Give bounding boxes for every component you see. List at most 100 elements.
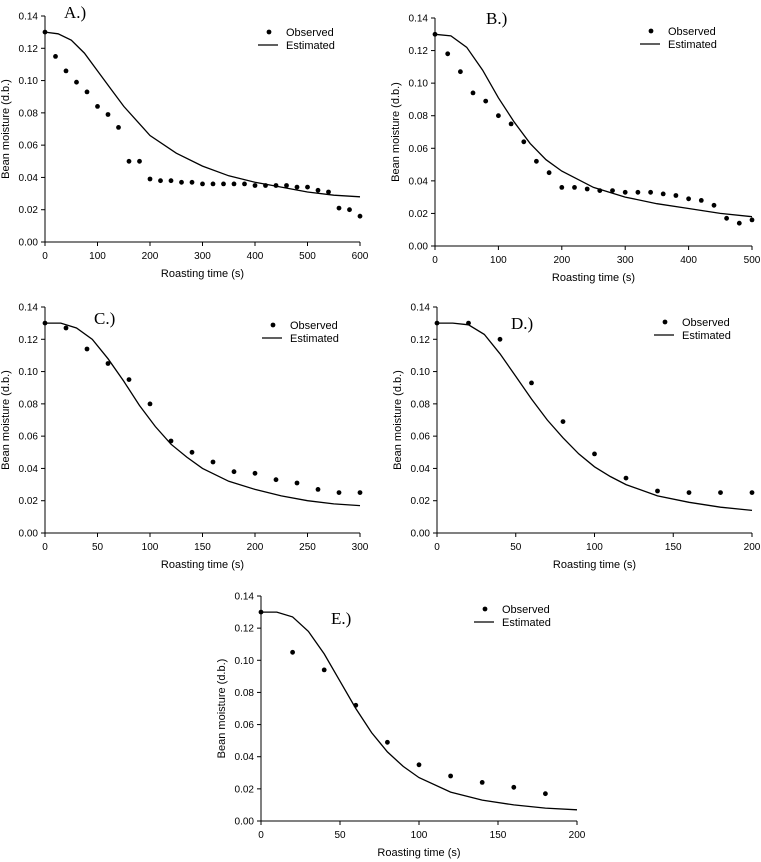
legend-marker-observed xyxy=(648,28,654,34)
panel-label: E.) xyxy=(331,609,351,628)
data-point-observed xyxy=(511,784,517,790)
legend-label-estimated: Estimated xyxy=(290,333,339,345)
y-tick-label: 0.14 xyxy=(235,592,255,603)
y-tick-label: 0.00 xyxy=(409,242,429,253)
data-point-observed xyxy=(315,187,321,193)
data-point-observed xyxy=(105,361,111,366)
series-line-estimated xyxy=(44,31,361,198)
data-point-observed xyxy=(686,490,692,495)
data-point-observed xyxy=(655,488,660,494)
panel-label: A.) xyxy=(64,3,86,22)
data-point-observed xyxy=(529,380,534,386)
y-tick-label: 0.04 xyxy=(19,464,39,475)
data-point-observed xyxy=(294,480,300,486)
chart-panel-a: 0.00 0.02 0.04 0.06 0.08 0.10 0.12 0.14 0 100 200 3… xyxy=(0,3,369,280)
x-tick-label: 0 xyxy=(434,542,440,553)
legend-label-observed: Observed xyxy=(290,320,338,332)
y-tick-label: 0.06 xyxy=(19,432,39,443)
data-point-observed xyxy=(521,139,527,145)
data-point-observed xyxy=(718,490,723,495)
data-point-observed xyxy=(623,475,629,481)
data-point-observed xyxy=(622,189,628,195)
data-point-observed xyxy=(147,401,153,407)
data-point-observed xyxy=(559,185,565,190)
data-point-observed xyxy=(105,112,111,117)
x-tick-label: 100 xyxy=(142,542,159,553)
data-point-observed xyxy=(445,51,451,57)
legend-label-observed: Observed xyxy=(286,27,334,39)
data-point-observed xyxy=(252,470,258,476)
y-tick-label: 0.14 xyxy=(19,12,39,23)
y-tick-label: 0.00 xyxy=(411,529,431,540)
legend-marker-observed xyxy=(662,319,668,325)
data-point-observed xyxy=(416,762,422,768)
y-tick-label: 0.02 xyxy=(235,784,255,795)
panel-label: D.) xyxy=(511,314,533,333)
data-point-observed xyxy=(126,377,132,382)
y-axis-label: Bean moisture (d.b.) xyxy=(392,370,404,470)
legend-label-estimated: Estimated xyxy=(682,330,731,342)
x-tick-label: 200 xyxy=(142,251,159,262)
data-point-observed xyxy=(63,325,69,331)
y-tick-label: 0.06 xyxy=(411,432,431,443)
legend-marker-observed xyxy=(266,29,272,35)
data-point-observed xyxy=(724,215,729,221)
data-point-observed xyxy=(294,184,300,190)
y-tick-label: 0.04 xyxy=(19,173,39,184)
y-tick-label: 0.02 xyxy=(19,496,39,507)
x-tick-label: 0 xyxy=(42,251,48,262)
legend-label-observed: Observed xyxy=(682,317,730,329)
y-tick-label: 0.08 xyxy=(411,399,431,410)
y-tick-label: 0.06 xyxy=(235,720,255,731)
x-tick-label: 100 xyxy=(586,542,603,553)
y-tick-label: 0.14 xyxy=(409,14,429,25)
x-tick-label: 0 xyxy=(258,830,264,841)
data-point-observed xyxy=(63,68,69,74)
y-tick-label: 0.10 xyxy=(19,367,39,378)
data-point-observed xyxy=(210,181,216,187)
data-point-observed xyxy=(686,196,691,202)
data-point-observed xyxy=(126,158,132,164)
data-point-observed xyxy=(660,191,666,197)
data-point-observed xyxy=(357,490,363,495)
data-point-observed xyxy=(305,184,310,190)
y-axis-label: Bean moisture (d.b.) xyxy=(0,79,12,179)
legend-marker-observed xyxy=(482,606,488,612)
data-point-observed xyxy=(749,490,755,495)
y-tick-label: 0.12 xyxy=(411,335,431,346)
x-tick-label: 500 xyxy=(299,251,316,262)
data-point-observed xyxy=(158,178,163,184)
y-tick-label: 0.04 xyxy=(409,176,429,187)
x-tick-label: 400 xyxy=(247,251,264,262)
y-tick-label: 0.02 xyxy=(409,209,429,220)
x-axis-label: Roasting time (s) xyxy=(552,272,635,284)
data-point-observed xyxy=(698,198,704,203)
data-point-observed xyxy=(179,179,184,185)
chart-panel-c: 0.00 0.02 0.04 0.06 0.08 0.10 0.12 0.14 0 50 100 15… xyxy=(0,303,369,572)
x-tick-label: 0 xyxy=(42,542,48,553)
y-tick-label: 0.04 xyxy=(235,752,255,763)
legend-label-observed: Observed xyxy=(502,604,550,616)
y-tick-label: 0.14 xyxy=(19,303,39,314)
y-tick-label: 0.00 xyxy=(235,817,255,828)
y-tick-label: 0.10 xyxy=(19,76,39,87)
data-point-observed xyxy=(385,739,390,745)
series-line-estimated xyxy=(437,322,753,512)
legend-label-estimated: Estimated xyxy=(668,39,717,51)
data-point-observed xyxy=(336,205,342,211)
x-tick-label: 0 xyxy=(432,255,438,266)
data-point-observed xyxy=(673,193,679,198)
data-point-observed xyxy=(543,791,548,797)
data-point-observed xyxy=(231,181,237,187)
data-point-observed xyxy=(448,773,453,779)
y-tick-label: 0.12 xyxy=(19,335,39,346)
x-tick-label: 300 xyxy=(617,255,634,266)
data-point-observed xyxy=(497,336,503,342)
chart-panel-d: 0.00 0.02 0.04 0.06 0.08 0.10 0.12 0.14 0 50 100 15… xyxy=(392,303,761,572)
y-tick-label: 0.10 xyxy=(409,79,429,90)
data-point-observed xyxy=(711,202,717,208)
y-tick-label: 0.04 xyxy=(411,464,431,475)
